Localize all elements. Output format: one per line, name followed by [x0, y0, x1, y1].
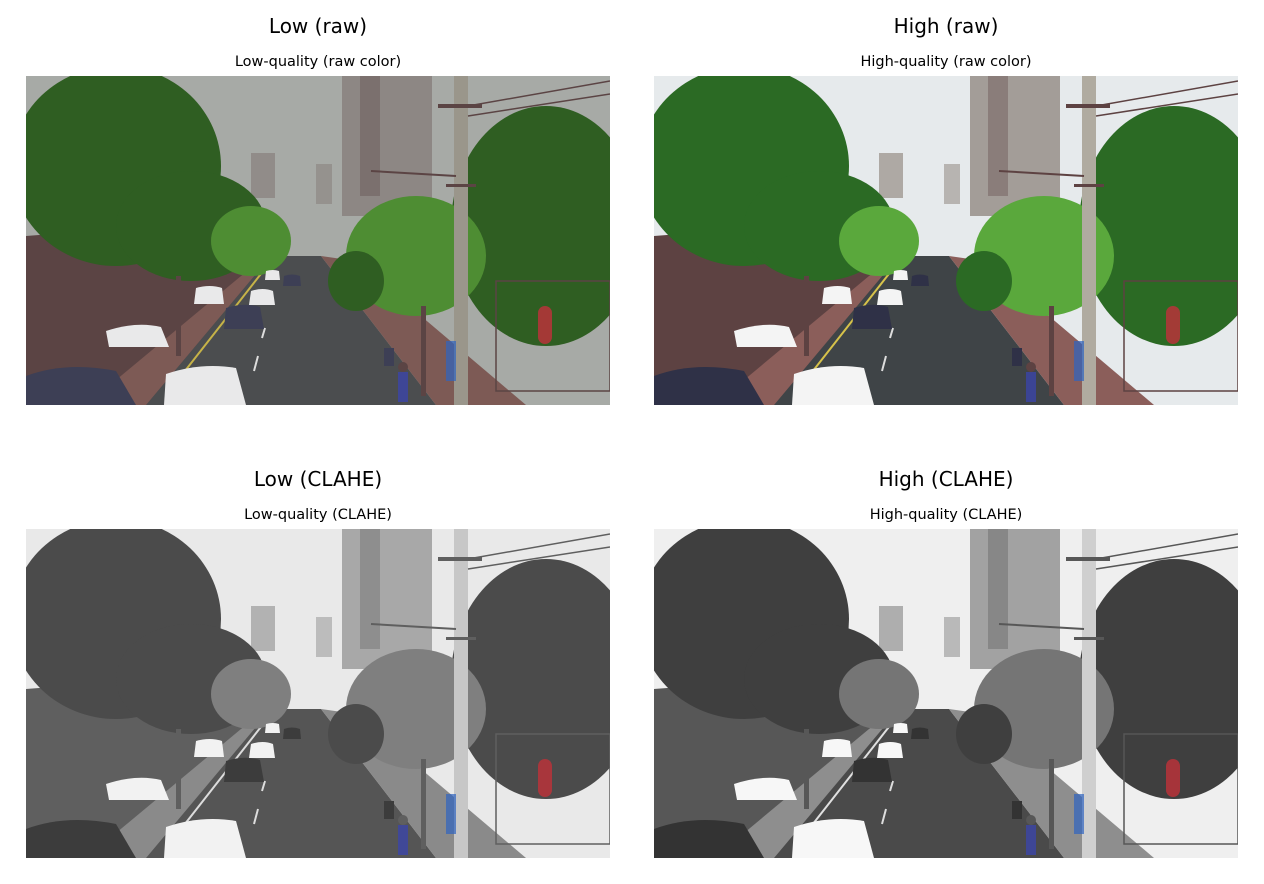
panel-subtitle: Low-quality (CLAHE)	[244, 507, 392, 523]
panel-subtitle: High-quality (raw color)	[860, 54, 1032, 70]
panel-title: High (CLAHE)	[878, 467, 1014, 491]
street-scene	[26, 76, 610, 405]
street-scene	[654, 529, 1238, 858]
panel-subtitle: Low-quality (raw color)	[234, 54, 402, 70]
street-photo	[26, 76, 610, 405]
panel-title: Low (CLAHE)	[253, 467, 383, 491]
street-scene	[654, 76, 1238, 405]
panel-title: Low (raw)	[268, 14, 368, 38]
panel-subtitle: High-quality (CLAHE)	[869, 507, 1023, 523]
street-photo	[26, 529, 610, 858]
panel-title: High (raw)	[893, 14, 999, 38]
street-scene	[26, 529, 610, 858]
street-photo	[654, 76, 1238, 405]
street-photo	[654, 529, 1238, 858]
